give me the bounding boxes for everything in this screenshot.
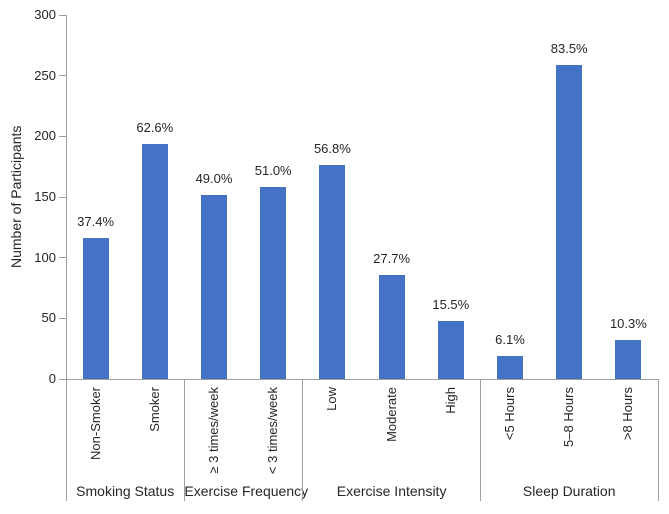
bar-value-label: 56.8%	[313, 141, 351, 157]
y-tick-label: 50	[41, 310, 56, 326]
group-separator	[302, 379, 304, 501]
category-label: < 3 times/week	[265, 387, 281, 475]
y-tick-label: 150	[34, 189, 56, 204]
group-separator	[479, 379, 481, 501]
group-separator	[183, 379, 185, 501]
bar-value-label: 37.4%	[77, 214, 115, 230]
category-label: >8 Hours	[620, 387, 636, 441]
y-tick-mark	[59, 75, 66, 77]
y-tick-label: 300	[34, 7, 56, 22]
category-label: <5 Hours	[502, 387, 517, 441]
bar-value-label: 27.7%	[373, 250, 411, 266]
category-label: High	[442, 387, 458, 414]
bar	[319, 165, 346, 379]
bar-value-label: 51.0%	[254, 163, 292, 179]
bar	[201, 194, 227, 379]
group-label: Exercise Frequency	[184, 483, 309, 499]
bar	[556, 64, 583, 379]
bar-value-label: 15.5%	[432, 296, 470, 312]
y-tick-mark	[59, 196, 66, 198]
x-axis-line	[66, 379, 658, 380]
bar-value-label: 6.1%	[495, 331, 525, 347]
category-label: Low	[324, 387, 340, 411]
bar	[378, 274, 405, 379]
group-separator	[657, 379, 659, 501]
y-tick-mark	[59, 317, 66, 319]
y-tick-mark	[59, 135, 66, 137]
bar-value-label: 83.5%	[550, 40, 588, 56]
category-label: Non-Smoker	[87, 387, 103, 460]
y-tick-mark	[59, 257, 66, 259]
category-label: 5–8 Hours	[561, 387, 577, 447]
group-separator	[65, 379, 67, 501]
bar	[260, 187, 287, 379]
bar	[82, 238, 109, 379]
group-label: Smoking Status	[76, 483, 175, 499]
bar-value-label: 62.6%	[136, 119, 174, 135]
y-axis-line	[65, 15, 67, 379]
group-label: Exercise Intensity	[336, 483, 447, 499]
bar-value-label: 10.3%	[609, 316, 647, 332]
bar	[615, 340, 642, 379]
category-label: ≥ 3 times/week	[206, 387, 221, 474]
y-tick-label: 200	[34, 128, 56, 144]
category-label: Smoker	[146, 387, 162, 432]
group-label: Sleep Duration	[522, 483, 616, 499]
bar	[497, 355, 523, 379]
y-tick-mark	[59, 14, 66, 16]
y-tick-label: 0	[48, 371, 56, 386]
bar-value-label: 49.0%	[195, 170, 233, 186]
bar	[437, 320, 464, 379]
y-tick-label: 100	[34, 249, 56, 265]
y-tick-mark	[59, 378, 66, 380]
bar	[141, 143, 168, 379]
category-label: Moderate	[383, 387, 399, 442]
y-tick-label: 250	[34, 67, 56, 83]
